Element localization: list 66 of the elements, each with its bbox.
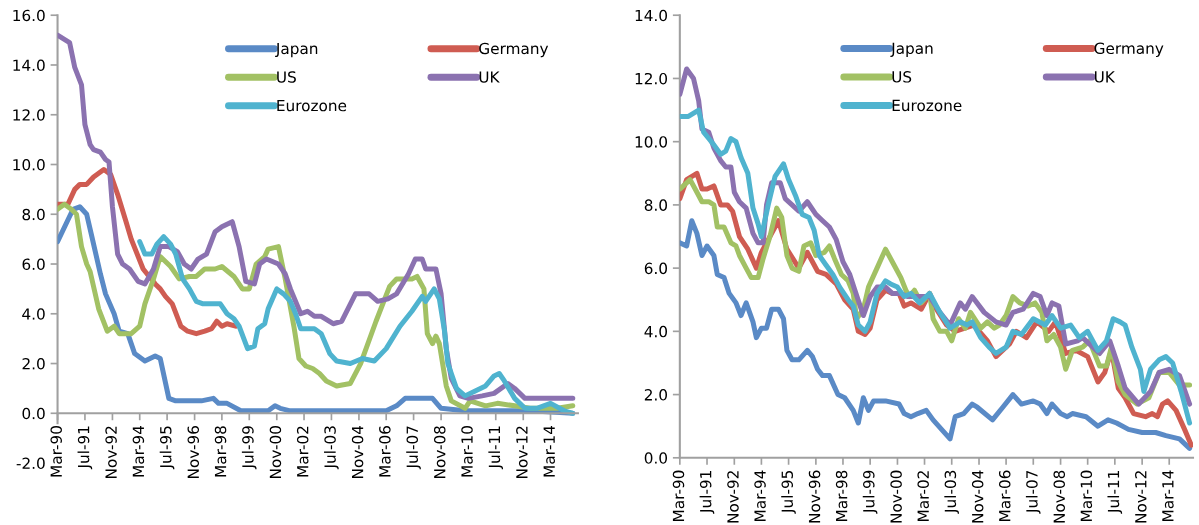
x-tick-label: Jul-91 bbox=[77, 426, 93, 470]
x-tick-label: Nov-04 bbox=[351, 425, 364, 478]
y-tick-label: 4.0 bbox=[644, 325, 668, 338]
x-tick-label: Mar-06 bbox=[998, 470, 1011, 521]
x-tick-label: Jul-03 bbox=[944, 470, 959, 514]
x-tick-label: Jul-99 bbox=[241, 426, 257, 470]
x-tick-label: Mar-02 bbox=[296, 426, 309, 477]
y-tick-label: 8.0 bbox=[644, 199, 668, 211]
x-tick-label: Mar-94 bbox=[754, 470, 766, 521]
legend-label: Germany bbox=[1094, 42, 1164, 58]
x-tick-label: Nov-12 bbox=[1135, 471, 1147, 523]
x-tick-label: Mar-14 bbox=[543, 425, 555, 477]
y-tick-label: 12.0 bbox=[13, 109, 45, 121]
y-tick-label: 0.0 bbox=[644, 452, 668, 464]
x-tick-label: Jul-95 bbox=[781, 470, 796, 514]
x-tick-label: Jul-95 bbox=[159, 426, 175, 470]
legend-label: US bbox=[277, 71, 296, 83]
x-tick-label: Nov-08 bbox=[1053, 470, 1066, 523]
x-tick-label: Nov-08 bbox=[433, 426, 446, 478]
x-tick-label: Jul-91 bbox=[699, 471, 715, 514]
x-tick-label: Mar-90 bbox=[672, 470, 685, 521]
legend-label: UK bbox=[1094, 71, 1116, 83]
y-tick-label: 2.0 bbox=[22, 358, 45, 370]
y-tick-label: 12.0 bbox=[635, 72, 668, 85]
y-tick-label: 14.0 bbox=[13, 59, 45, 71]
x-tick-label: Mar-06 bbox=[379, 426, 391, 477]
x-tick-label: Jul-11 bbox=[1107, 471, 1123, 514]
legend-label: UK bbox=[479, 71, 500, 83]
x-tick-label: Nov-04 bbox=[971, 470, 984, 523]
y-tick-label: 8.0 bbox=[22, 208, 45, 221]
x-tick-label: Jul-07 bbox=[1025, 470, 1041, 514]
y-tick-label: 10.0 bbox=[13, 158, 45, 171]
x-tick-label: Nov-92 bbox=[727, 471, 739, 523]
x-tick-label: Jul-07 bbox=[406, 426, 421, 470]
x-tick-label: Nov-12 bbox=[516, 426, 528, 478]
y-tick-label: 14.0 bbox=[635, 9, 668, 22]
x-tick-label: Mar-94 bbox=[132, 425, 145, 477]
x-tick-label: Mar-14 bbox=[1162, 470, 1174, 521]
y-tick-label: -2.0 bbox=[16, 457, 45, 470]
x-tick-label: Mar-90 bbox=[50, 426, 62, 477]
x-tick-label: Mar-10 bbox=[1080, 470, 1093, 521]
x-tick-label: Mar-98 bbox=[214, 426, 227, 477]
x-tick-label: Mar-98 bbox=[835, 470, 848, 521]
x-tick-label: Mar-02 bbox=[917, 471, 929, 521]
y-tick-label: 6.0 bbox=[644, 262, 668, 275]
y-tick-label: 2.0 bbox=[644, 389, 668, 401]
legend-label: Eurozone bbox=[892, 99, 962, 112]
legend-label: US bbox=[892, 71, 912, 83]
y-tick-label: 10.0 bbox=[635, 136, 668, 148]
x-tick-label: Nov-96 bbox=[187, 426, 200, 478]
x-tick-label: Nov-96 bbox=[808, 470, 821, 523]
y-tick-label: 16.0 bbox=[13, 9, 45, 22]
legend-label: Germany bbox=[479, 42, 549, 58]
y-tick-label: 4.0 bbox=[22, 308, 45, 320]
x-tick-label: Nov-00 bbox=[269, 426, 282, 478]
legend-label: Japan bbox=[275, 42, 318, 58]
x-tick-label: Jul-03 bbox=[324, 426, 339, 470]
y-tick-label: 6.0 bbox=[22, 258, 45, 271]
x-tick-label: Mar-10 bbox=[461, 426, 473, 477]
legend-label: Japan bbox=[890, 42, 933, 58]
x-tick-label: Nov-92 bbox=[105, 426, 117, 478]
y-tick-label: 0.0 bbox=[22, 407, 45, 420]
x-tick-label: Jul-99 bbox=[862, 470, 878, 514]
x-tick-label: Nov-00 bbox=[890, 470, 902, 523]
x-tick-label: Jul-11 bbox=[488, 426, 504, 470]
legend-label: Eurozone bbox=[277, 99, 347, 112]
